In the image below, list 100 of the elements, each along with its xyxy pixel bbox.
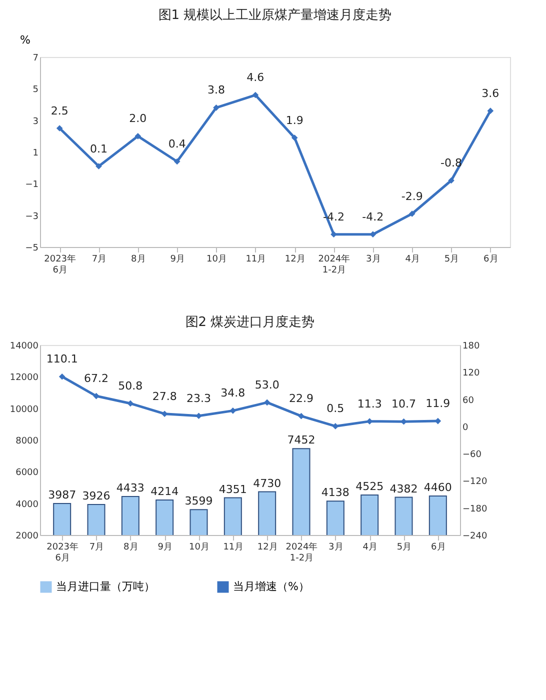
y-tick-label: 7 — [32, 54, 38, 64]
x-tick-label: 2023年 6月 — [46, 542, 79, 564]
data-label: 4214 — [150, 484, 179, 498]
x-tick-label: 2024年 1-2月 — [286, 542, 318, 564]
data-label: 3926 — [82, 490, 110, 503]
data-label: 67.2 — [84, 372, 108, 386]
data-label: -4.2 — [362, 210, 384, 224]
point — [298, 412, 304, 420]
data-label: 4525 — [356, 480, 384, 494]
point — [56, 125, 63, 132]
y2-tick-label: 60 — [462, 396, 474, 406]
point — [332, 423, 339, 430]
x-tick-label: 2024年 1-2月 — [318, 254, 350, 276]
x-tick-label: 5月 — [396, 542, 412, 552]
y-tick-label: 10000 — [10, 404, 39, 415]
point — [58, 373, 66, 380]
x-tick-label: 10月 — [189, 542, 210, 552]
data-label: 7452 — [287, 434, 316, 447]
y-tick-label: 4000 — [16, 500, 39, 510]
data-label: 0.1 — [90, 142, 108, 156]
x-tick-label: 4月 — [405, 254, 420, 264]
data-label: 27.8 — [152, 390, 177, 403]
data-label: 34.8 — [220, 386, 246, 400]
x-tick-label: 2023年 6月 — [44, 254, 76, 276]
data-label: 4460 — [424, 481, 452, 494]
data-label: 10.7 — [392, 398, 416, 411]
x-tick-label: 3月 — [366, 254, 381, 264]
y-tick-label: 12000 — [10, 373, 39, 384]
y-tick-label: 6000 — [16, 468, 39, 478]
data-label: 23.3 — [186, 392, 211, 405]
data-label: 0.4 — [168, 138, 186, 150]
data-label: 3987 — [48, 488, 76, 502]
data-label: 1.9 — [286, 114, 304, 127]
point — [134, 133, 142, 140]
data-label: 4730 — [253, 476, 282, 490]
point — [230, 408, 236, 414]
x-tick-label: 6月 — [431, 542, 446, 552]
data-label: 3599 — [184, 494, 213, 508]
data-label: 3.6 — [482, 86, 500, 100]
data-label: 3.8 — [208, 84, 225, 97]
x-tick-label: 7月 — [89, 542, 104, 552]
x-tick-label: 12月 — [284, 254, 306, 264]
y2-tick-label: −60 — [462, 450, 482, 460]
y-tick-label: −1 — [25, 180, 38, 190]
legend-label: 当月进口量（万吨） — [56, 580, 155, 593]
data-label: 53.0 — [254, 378, 280, 392]
data-label: 110.1 — [46, 352, 78, 366]
data-label: 2.5 — [50, 104, 68, 118]
point — [366, 418, 373, 424]
x-tick-label: 9月 — [158, 542, 172, 552]
point — [252, 92, 259, 98]
y-axis-title: % — [20, 34, 30, 46]
point — [370, 231, 376, 238]
point — [196, 412, 202, 420]
point — [96, 163, 102, 170]
x-tick-label: 11月 — [246, 254, 266, 264]
data-label: 11.9 — [426, 397, 450, 410]
point — [213, 104, 220, 111]
point — [434, 418, 442, 424]
point — [448, 177, 454, 184]
point — [264, 399, 270, 406]
data-label: 2.0 — [129, 112, 147, 126]
y2-tick-label: 120 — [462, 368, 480, 379]
y-tick-label: 3 — [32, 116, 38, 127]
data-label: 4.6 — [246, 71, 264, 84]
y-tick-label: 14000 — [10, 342, 39, 352]
y-tick-label: 1 — [32, 148, 38, 158]
data-label: 22.9 — [289, 392, 314, 406]
data-label: 4351 — [218, 482, 247, 496]
x-tick-label: 6月 — [484, 254, 498, 264]
y2-tick-label: 0 — [462, 422, 468, 433]
x-tick-label: 8月 — [124, 542, 138, 552]
y-tick-label: 5 — [32, 85, 38, 96]
x-tick-label: 5月 — [444, 254, 460, 264]
legend-label: 当月增速（%） — [233, 580, 310, 593]
y-tick-label: −3 — [25, 212, 38, 222]
y2-tick-label: 180 — [462, 342, 480, 352]
chart-title: 图2 煤炭进口月度走势 — [185, 314, 315, 330]
y2-tick-label: −180 — [462, 504, 488, 514]
y2-tick-label: −120 — [462, 477, 488, 488]
point — [400, 418, 407, 425]
x-tick-label: 8月 — [131, 254, 146, 264]
y2-tick-label: −240 — [462, 532, 488, 542]
data-label: 50.8 — [118, 379, 143, 392]
x-tick-label: 12月 — [257, 542, 278, 552]
point — [487, 108, 494, 114]
x-tick-label: 3月 — [328, 542, 344, 552]
y-tick-label: 8000 — [16, 436, 39, 446]
point — [408, 210, 416, 217]
point — [174, 158, 180, 165]
y-tick-label: −5 — [25, 244, 38, 254]
point — [93, 392, 100, 400]
data-label: -2.9 — [401, 190, 423, 203]
data-label: 4433 — [116, 481, 144, 494]
x-tick-label: 4月 — [362, 542, 378, 552]
point — [161, 410, 168, 418]
point — [127, 400, 134, 407]
data-label: 4382 — [390, 482, 418, 496]
chart-title: 图1 规模以上工业原煤产量增速月度走势 — [158, 7, 392, 23]
x-tick-label: 7月 — [92, 254, 107, 264]
